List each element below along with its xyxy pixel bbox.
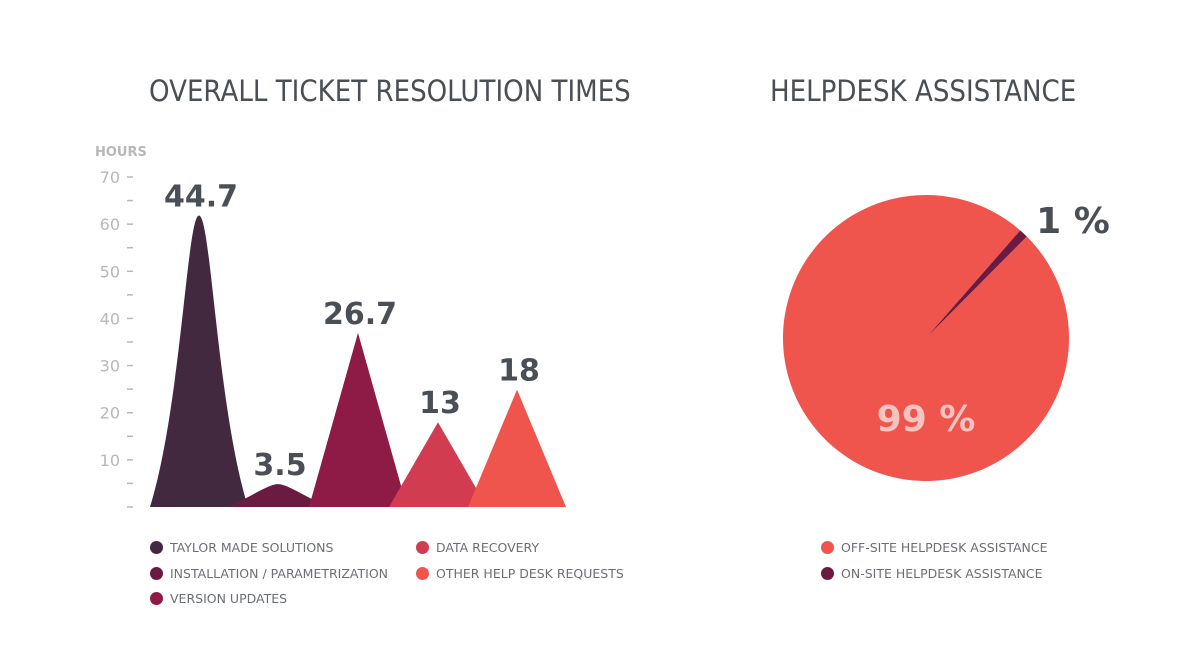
y-tick-label: 40 xyxy=(100,309,120,328)
pie-chart-title: HELPDESK ASSISTANCE xyxy=(770,74,1077,108)
legend-label: VERSION UPDATES xyxy=(170,591,288,606)
value-label-data-recovery: 13 xyxy=(419,386,461,421)
legend-swatch xyxy=(821,567,834,580)
bar-chart-title: OVERALL TICKET RESOLUTION TIMES xyxy=(149,74,631,108)
legend-item-other-help-desk-requests: OTHER HELP DESK REQUESTS xyxy=(416,566,624,581)
value-label-other-help-desk-requests: 18 xyxy=(498,354,540,389)
peak-data-recovery xyxy=(389,422,487,507)
pie-slice-off-site-helpdesk-assistance xyxy=(783,195,1070,482)
legend-item-data-recovery: DATA RECOVERY xyxy=(416,540,539,555)
legend-label: OFF-SITE HELPDESK ASSISTANCE xyxy=(841,540,1048,555)
peak-installation-parametrization xyxy=(229,484,327,507)
pie-chart-area: 99 % 1 % xyxy=(783,195,1110,482)
pie-value-label-on-site-helpdesk-assistance: 1 % xyxy=(1036,201,1110,242)
legend-label: TAYLOR MADE SOLUTIONS xyxy=(170,540,334,555)
legend-item-version-updates: VERSION UPDATES xyxy=(150,591,287,606)
legend-swatch xyxy=(150,541,163,554)
pie-slice-on-site-helpdesk-assistance xyxy=(926,230,1027,338)
legend-swatch xyxy=(416,541,429,554)
bar-chart-area: HOURS 10 20 30 40 50 60 70 44.7 3.5 26.7 13 18 xyxy=(95,145,566,508)
value-label-version-updates: 26.7 xyxy=(323,297,397,332)
y-tick-label: 60 xyxy=(100,215,120,234)
value-label-installation-parametrization: 3.5 xyxy=(253,448,306,483)
legend-item-taylor-made-solutions: TAYLOR MADE SOLUTIONS xyxy=(150,540,333,555)
peak-taylor-made-solutions xyxy=(150,215,248,508)
legend-swatch xyxy=(150,567,163,580)
legend-label: DATA RECOVERY xyxy=(436,540,540,555)
value-label-taylor-made-solutions: 44.7 xyxy=(164,179,238,214)
pie-value-label-off-site-helpdesk-assistance: 99 % xyxy=(877,399,976,440)
y-tick-label: 70 xyxy=(100,168,120,187)
legend-label: OTHER HELP DESK REQUESTS xyxy=(436,566,624,581)
legend-label: INSTALLATION / PARAMETRIZATION xyxy=(170,566,389,581)
peak-other-help-desk-requests xyxy=(468,389,566,507)
y-tick-label: 20 xyxy=(100,404,120,423)
y-tick-label: 10 xyxy=(100,451,120,470)
legend-item-off-site-helpdesk-assistance: OFF-SITE HELPDESK ASSISTANCE xyxy=(821,540,1048,555)
legend-item-on-site-helpdesk-assistance: ON-SITE HELPDESK ASSISTANCE xyxy=(821,566,1043,581)
legend-label: ON-SITE HELPDESK ASSISTANCE xyxy=(841,566,1043,581)
legend-swatch xyxy=(821,541,834,554)
legend-swatch xyxy=(416,567,429,580)
peak-version-updates xyxy=(309,332,407,507)
y-axis-label: HOURS xyxy=(95,145,147,160)
y-tick-label: 50 xyxy=(100,262,120,281)
legend-swatch xyxy=(150,592,163,605)
legend-item-installation-parametrization: INSTALLATION / PARAMETRIZATION xyxy=(150,566,388,581)
y-tick-label: 30 xyxy=(100,357,120,376)
